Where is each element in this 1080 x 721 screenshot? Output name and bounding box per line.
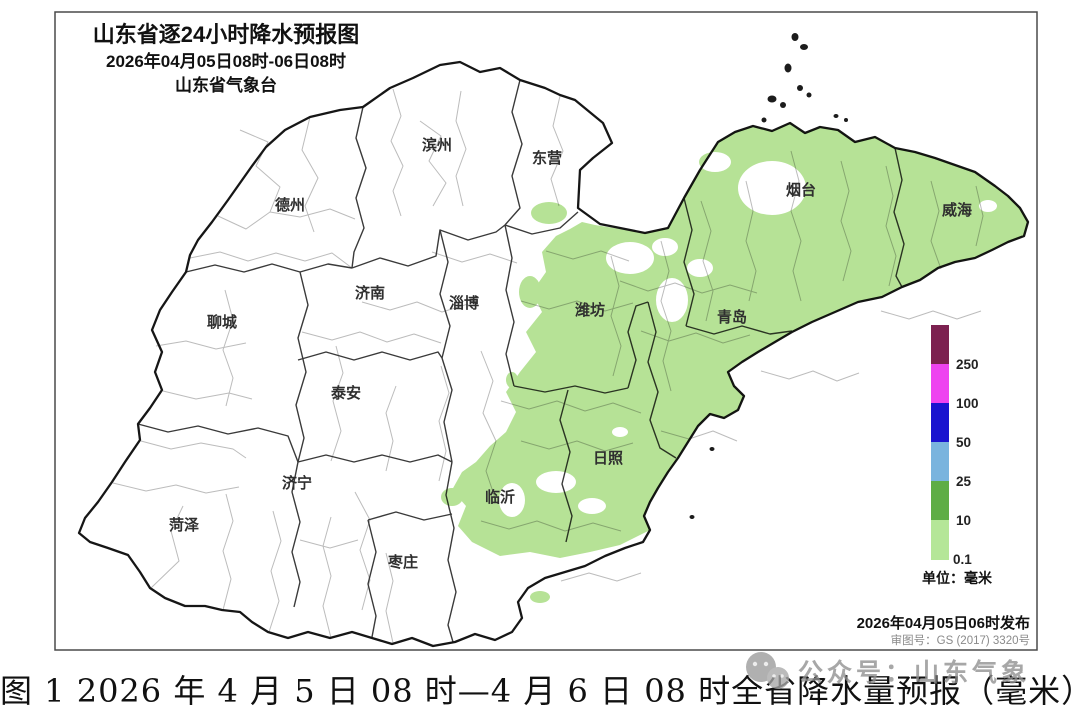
legend-color-swatch [931,481,949,520]
legend-value: 0.1 [953,552,972,567]
city-label: 泰安 [330,384,361,402]
legend-color-swatch [931,364,949,403]
legend: 250 100 50 25 10 0.1 单位：毫米 [922,325,993,586]
watermark: 公众号：山东气象 [742,650,1030,692]
city-label: 青岛 [717,308,747,326]
map-approval-number: 审图号：GS (2017) 3320号 [891,633,1030,647]
issue-info: 2026年04月05日06时发布 审图号：GS (2017) 3320号 [857,614,1030,647]
precipitation-overlay [441,123,1028,603]
city-labels: 滨州 东营 德州 烟台 威海 济南 淄博 潍坊 聊城 青岛 泰安 济宁 日照 临… [169,136,972,571]
legend-color-swatch [931,520,949,560]
city-label: 枣庄 [387,553,418,571]
legend-value: 100 [956,396,979,411]
legend-value: 250 [956,357,979,372]
title-block: 山东省逐24小时降水预报图 2026年04月05日08时-06日08时 山东省气… [93,22,359,95]
city-label: 淄博 [449,294,479,312]
wechat-icon [746,652,789,689]
city-label: 潍坊 [575,301,605,319]
map-title: 山东省逐24小时降水预报图 [93,22,359,47]
city-label: 菏泽 [169,516,199,534]
map-period: 2026年04月05日08时-06日08时 [106,51,346,71]
city-label: 济南 [355,284,385,302]
city-label: 德州 [275,196,305,214]
legend-color-swatch [931,442,949,481]
city-label: 威海 [942,201,972,219]
city-label: 东营 [532,149,562,167]
city-label: 济宁 [282,474,312,492]
legend-unit: 单位：毫米 [922,570,993,586]
city-label: 滨州 [422,136,452,154]
figure-caption: 图 1 2026 年 4 月 5 日 08 时—4 月 6 日 08 时全省降水… [0,672,1080,710]
watermark-label: 公众号：山东气象 [798,659,1031,687]
islands [689,33,848,519]
map-frame [54,11,1038,651]
legend-value: 25 [956,474,972,489]
legend-color-swatch [931,325,949,364]
city-label: 烟台 [786,181,816,199]
city-label: 日照 [593,450,623,467]
city-label: 临沂 [485,488,515,506]
legend-value: 50 [956,435,971,450]
city-label: 聊城 [207,313,237,331]
map-agency: 山东省气象台 [175,75,277,95]
legend-color-swatch [931,403,949,442]
issue-time: 2026年04月05日06时发布 [857,614,1030,632]
legend-value: 10 [956,513,971,528]
